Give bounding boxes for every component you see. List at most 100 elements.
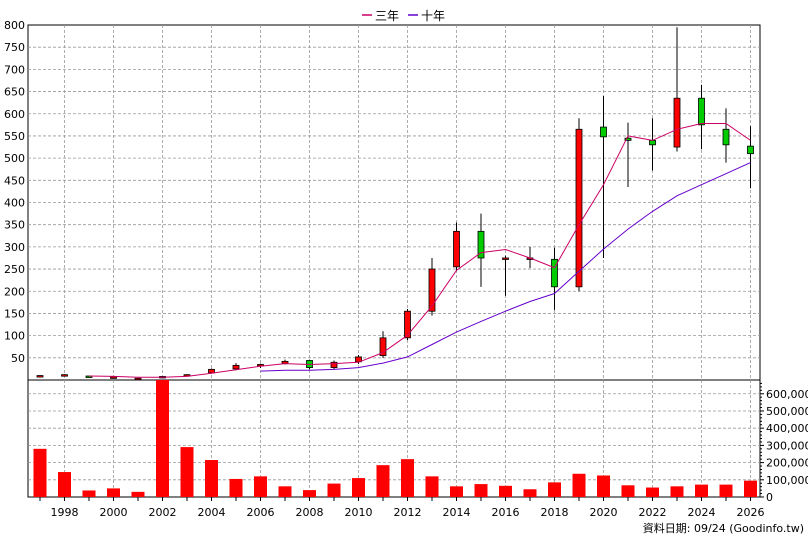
price-tick-label: 250 (4, 263, 25, 276)
candle-body (477, 230, 485, 259)
volume-y-axis: 0 100,000 200,000 300,000 400,000 500,000 600,… (760, 382, 808, 504)
legend: 三年 十年 (362, 9, 445, 23)
price-tick-label: 200 (4, 285, 25, 298)
volume-bar (621, 485, 635, 497)
volume-bar (205, 460, 218, 497)
candle-body (330, 361, 338, 368)
candle-body (110, 376, 117, 379)
volume-bar (327, 483, 341, 497)
x-tick-label: 2014 (443, 506, 471, 519)
x-tick-label: 2026 (737, 506, 765, 519)
volume-bar (180, 447, 194, 497)
candle-body (698, 97, 705, 126)
price-tick-label: 450 (4, 174, 25, 187)
price-tick-label: 800 (4, 19, 25, 32)
volume-panel: 0 100,000 200,000 300,000 400,000 500,000 600,… (27, 379, 808, 504)
price-tick-label: 700 (4, 63, 25, 76)
price-tick-label: 500 (4, 152, 25, 165)
candles (36, 27, 754, 381)
candle-body (208, 368, 215, 374)
x-tick-label: 2022 (639, 506, 667, 519)
x-tick-label: 2010 (345, 506, 373, 519)
volume-bar (523, 489, 537, 497)
x-tick-label: 2008 (296, 506, 324, 519)
candle-body (624, 137, 632, 141)
ma10-line (260, 162, 751, 372)
price-y-axis: 50 100 150 200 250 300 350 400 450 500 550 600 650 70… (4, 19, 25, 365)
volume-bar (425, 476, 439, 497)
candle-body (404, 310, 411, 339)
volume-bar (278, 486, 292, 497)
x-tick-label: 2000 (100, 506, 128, 519)
x-tick-label: 2004 (198, 506, 226, 519)
candle-body (379, 337, 387, 356)
volume-tick-label: 200,000 (766, 457, 808, 470)
x-tick-label: 2012 (394, 506, 422, 519)
price-tick-label: 750 (4, 41, 25, 54)
volume-bar (646, 487, 659, 497)
volume-bar (156, 380, 169, 497)
volume-bars (33, 380, 757, 497)
volume-bar (597, 475, 610, 497)
volume-bar (450, 486, 463, 497)
x-tick-label: 2006 (247, 506, 275, 519)
volume-tick-label: 600,000 (766, 388, 808, 401)
candle-body (575, 128, 583, 288)
volume-grid (28, 380, 760, 497)
volume-bar (401, 459, 414, 497)
volume-bar (695, 484, 708, 497)
volume-bar (744, 480, 757, 497)
legend-ma3-label: 三年 (375, 9, 399, 23)
volume-bar (107, 488, 120, 497)
volume-bar (58, 472, 71, 497)
x-axis: 1998 2000 2002 2004 2006 2008 2010 2012 2014 2016… (39, 497, 765, 519)
price-tick-label: 300 (4, 241, 25, 254)
price-panel: 50 100 150 200 250 300 350 400 450 500 550 600 650 70… (4, 19, 761, 381)
x-tick-label: 2020 (590, 506, 618, 519)
price-tick-label: 150 (4, 307, 25, 320)
volume-tick-label: 500,000 (766, 405, 808, 418)
ma3-line (88, 123, 751, 378)
price-tick-label: 600 (4, 108, 25, 121)
candle-body (722, 128, 730, 146)
volume-tick-label: 0 (766, 491, 773, 504)
candle-body (61, 374, 68, 377)
candle-body (551, 258, 558, 288)
candle-body (673, 97, 681, 148)
price-tick-label: 650 (4, 86, 25, 99)
candle-body (747, 145, 754, 155)
data-date-credit: 資料日期: 09/24 (Goodinfo.tw) (643, 521, 804, 535)
price-tick-label: 350 (4, 219, 25, 232)
volume-bar (254, 476, 267, 497)
candle-body (502, 257, 509, 260)
volume-bar (719, 484, 733, 497)
volume-bar (303, 490, 316, 497)
volume-bar (33, 448, 47, 497)
volume-bar (499, 485, 512, 497)
volume-bar (474, 484, 488, 497)
x-tick-label: 2018 (541, 506, 569, 519)
volume-bar (670, 486, 684, 497)
volume-bar (131, 491, 145, 497)
candle-body (649, 139, 656, 146)
candle-body (453, 230, 460, 268)
x-tick-label: 2002 (149, 506, 177, 519)
x-tick-label: 2024 (688, 506, 716, 519)
volume-tick-label: 300,000 (766, 439, 808, 452)
x-tick-label: 2016 (492, 506, 520, 519)
volume-bar (229, 478, 243, 497)
price-tick-label: 50 (11, 352, 25, 365)
volume-bar (352, 478, 365, 497)
candle-body (428, 268, 436, 312)
volume-tick-label: 400,000 (766, 422, 808, 435)
candle-body (232, 364, 240, 370)
volume-tick-label: 100,000 (766, 474, 808, 487)
price-tick-label: 100 (4, 330, 25, 343)
price-tick-label: 400 (4, 197, 25, 210)
volume-bar (572, 473, 586, 497)
price-tick-label: 550 (4, 130, 25, 143)
volume-bar (548, 482, 561, 497)
legend-ma10-label: 十年 (421, 9, 445, 23)
volume-bar (82, 490, 96, 497)
candle-body (600, 126, 607, 138)
